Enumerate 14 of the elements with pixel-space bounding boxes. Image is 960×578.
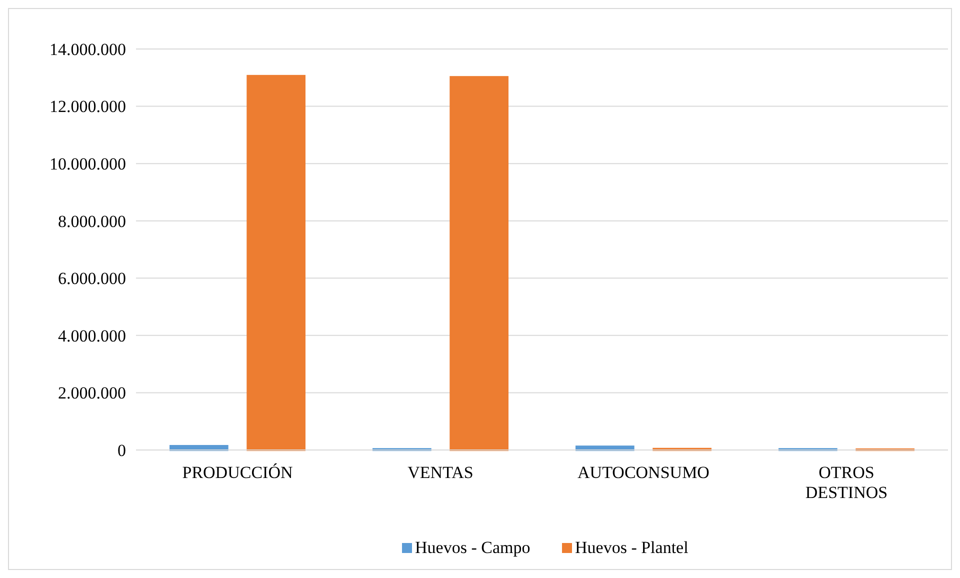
y-tick-label: 12.000.000 — [50, 97, 126, 116]
y-tick-label: 10.000.000 — [50, 154, 126, 174]
y-tick-label: 0 — [118, 440, 126, 460]
y-tick-label: 6.000.000 — [58, 269, 126, 288]
x-tick-label: AUTOCONSUMO — [578, 463, 710, 482]
y-tick-label: 8.000.000 — [58, 212, 126, 231]
legend-label: Huevos - Campo — [415, 538, 530, 557]
x-tick-label: PRODUCCIÓN — [182, 463, 293, 482]
x-tick-label: OTROS DESTINOS — [805, 463, 888, 502]
y-tick-label: 4.000.000 — [58, 326, 126, 346]
x-tick-label: VENTAS — [408, 463, 474, 482]
legend-label: Huevos - Plantel — [575, 538, 689, 557]
y-tick-label: 14.000.000 — [50, 40, 126, 59]
y-tick-label: 2.000.000 — [58, 384, 126, 403]
